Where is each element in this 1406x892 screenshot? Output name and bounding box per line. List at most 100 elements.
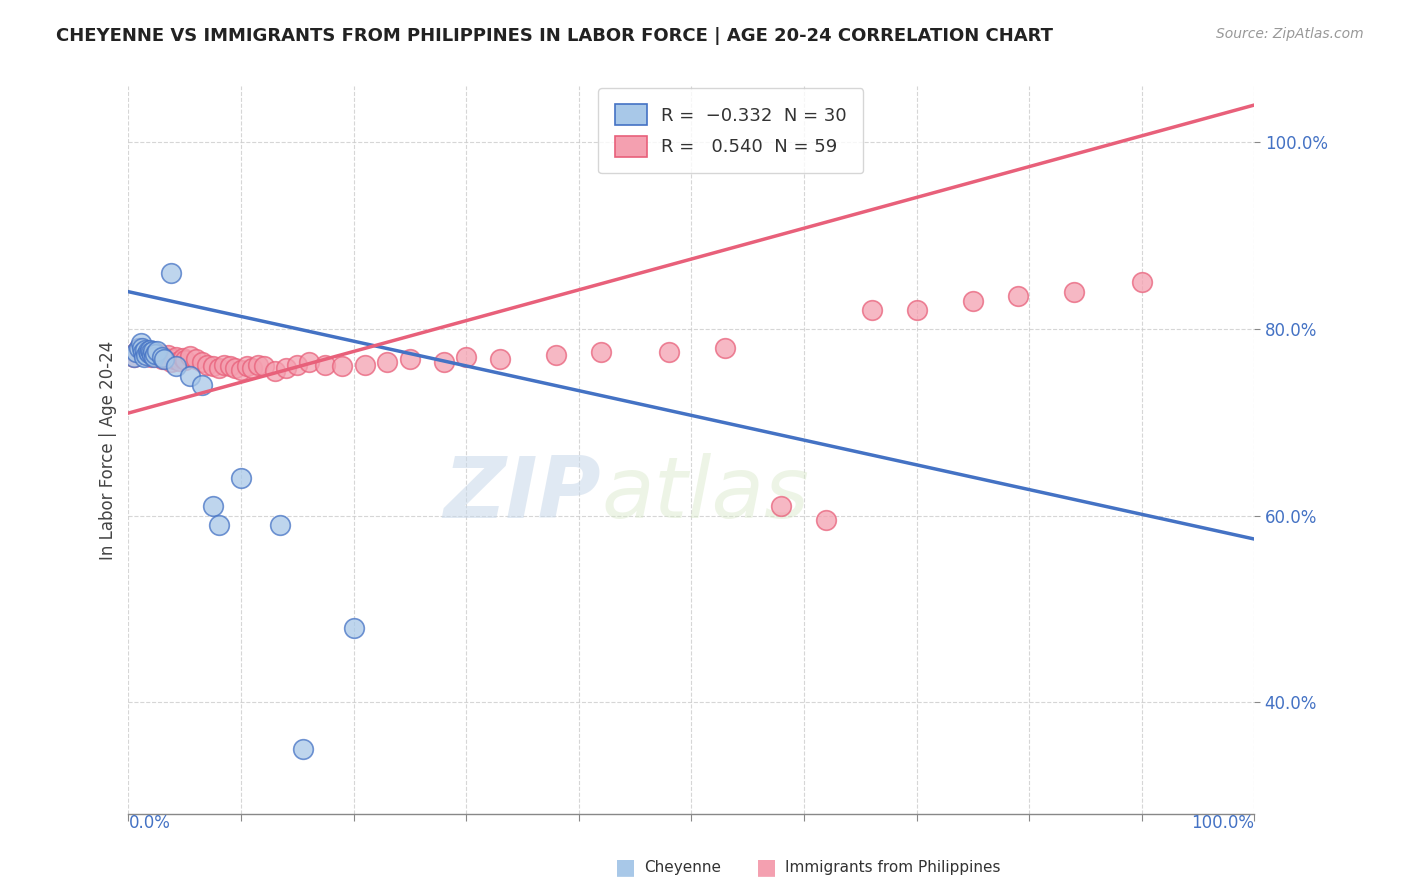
Point	[224, 361, 246, 376]
Point	[139, 350, 162, 364]
Point	[150, 350, 173, 364]
Point	[456, 350, 478, 364]
Point	[207, 361, 229, 376]
Point	[246, 358, 269, 372]
Text: 0.0%: 0.0%	[128, 814, 170, 832]
Text: atlas: atlas	[602, 452, 810, 535]
Point	[160, 266, 183, 280]
Point	[240, 361, 263, 376]
Point	[143, 350, 166, 364]
Point	[1063, 285, 1085, 299]
Point	[207, 518, 229, 533]
Point	[141, 348, 163, 362]
Point	[269, 518, 291, 533]
Point	[591, 345, 613, 359]
Point	[173, 352, 195, 367]
Point	[165, 359, 187, 374]
Point	[150, 351, 173, 366]
Point	[195, 358, 218, 372]
Point	[962, 293, 984, 308]
Point	[190, 378, 212, 392]
Point	[332, 359, 354, 374]
Point	[489, 351, 512, 366]
Point	[179, 368, 201, 383]
Text: ■: ■	[756, 857, 776, 877]
Point	[297, 355, 319, 369]
Point	[136, 344, 159, 359]
Point	[145, 347, 167, 361]
Point	[153, 351, 176, 366]
Point	[770, 500, 793, 514]
Legend: R =  −0.332  N = 30, R =   0.540  N = 59: R = −0.332 N = 30, R = 0.540 N = 59	[599, 88, 863, 173]
Point	[167, 353, 190, 368]
Point	[274, 361, 297, 376]
Point	[139, 345, 162, 359]
Point	[139, 346, 162, 360]
Point	[179, 349, 201, 363]
Point	[229, 471, 252, 485]
Point	[165, 350, 187, 364]
Point	[343, 621, 366, 635]
Point	[201, 359, 224, 374]
Point	[138, 346, 160, 360]
Point	[1130, 276, 1153, 290]
Point	[433, 355, 456, 369]
Point	[145, 344, 167, 359]
Point	[160, 355, 183, 369]
Point	[142, 345, 165, 359]
Point	[122, 350, 145, 364]
Point	[263, 364, 285, 378]
Point	[235, 359, 257, 374]
Point	[129, 336, 152, 351]
Point	[125, 345, 148, 359]
Y-axis label: In Labor Force | Age 20-24: In Labor Force | Age 20-24	[100, 341, 117, 560]
Point	[142, 344, 165, 359]
Point	[546, 348, 568, 362]
Point	[201, 500, 224, 514]
Point	[905, 303, 928, 318]
Point	[145, 349, 167, 363]
Text: Source: ZipAtlas.com: Source: ZipAtlas.com	[1216, 27, 1364, 41]
Point	[131, 341, 153, 355]
Point	[132, 345, 155, 359]
Point	[218, 359, 240, 374]
Point	[134, 343, 156, 357]
Point	[122, 350, 145, 364]
Point	[134, 350, 156, 364]
Point	[291, 742, 314, 756]
Point	[658, 345, 681, 359]
Point	[139, 343, 162, 357]
Text: 100.0%: 100.0%	[1191, 814, 1254, 832]
Point	[135, 348, 157, 362]
Point	[128, 341, 150, 355]
Point	[714, 341, 737, 355]
Point	[132, 347, 155, 361]
Point	[153, 350, 176, 364]
Point	[285, 358, 308, 372]
Point	[815, 513, 838, 527]
Point	[134, 344, 156, 359]
Point	[377, 355, 399, 369]
Point	[354, 358, 377, 372]
Point	[252, 359, 274, 374]
Point	[172, 351, 194, 365]
Point	[125, 345, 148, 359]
Point	[184, 351, 207, 366]
Point	[162, 351, 184, 366]
Text: ■: ■	[616, 857, 636, 877]
Text: Cheyenne: Cheyenne	[644, 860, 721, 874]
Text: CHEYENNE VS IMMIGRANTS FROM PHILIPPINES IN LABOR FORCE | AGE 20-24 CORRELATION C: CHEYENNE VS IMMIGRANTS FROM PHILIPPINES …	[56, 27, 1053, 45]
Point	[148, 347, 170, 361]
Point	[190, 355, 212, 369]
Point	[128, 341, 150, 355]
Point	[156, 348, 179, 362]
Text: Immigrants from Philippines: Immigrants from Philippines	[785, 860, 1000, 874]
Point	[212, 358, 235, 372]
Point	[315, 358, 337, 372]
Point	[229, 363, 252, 377]
Point	[136, 348, 159, 362]
Text: ZIP: ZIP	[444, 452, 602, 535]
Point	[860, 303, 883, 318]
Point	[129, 343, 152, 357]
Point	[399, 351, 422, 366]
